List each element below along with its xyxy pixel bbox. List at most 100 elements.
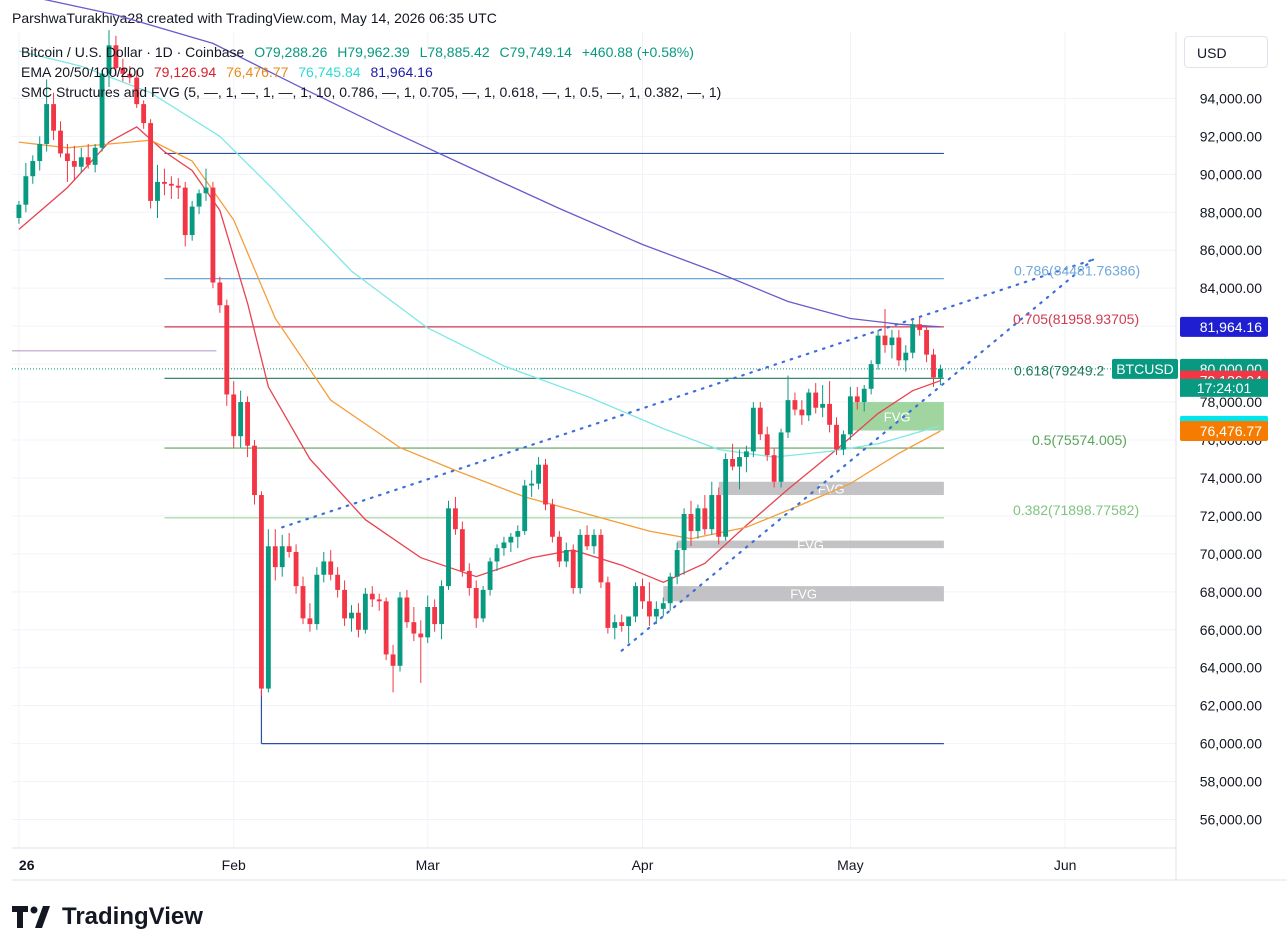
- candle-body: [543, 464, 548, 505]
- symbol-tag-bg: [1112, 358, 1178, 379]
- candle-body: [383, 601, 389, 655]
- candle-body: [376, 599, 382, 602]
- candle-body: [238, 402, 244, 437]
- candle-body: [439, 586, 444, 625]
- candle-body: [792, 400, 798, 410]
- ema-row[interactable]: EMA 20/50/100/200 79,126.94 76,476.77 76…: [21, 62, 727, 82]
- candle-body: [30, 161, 36, 177]
- candle-body: [875, 335, 881, 365]
- candle-body: [148, 123, 153, 201]
- candle-body: [390, 654, 396, 666]
- currency-button[interactable]: USD: [1184, 36, 1268, 68]
- ohlc-close: C79,749.14: [499, 44, 572, 60]
- candle-body: [896, 337, 902, 361]
- candle-body: [584, 534, 590, 547]
- candle-body: [473, 588, 479, 619]
- candle-body: [397, 597, 403, 666]
- trendline: [620, 258, 1094, 652]
- candle-body: [418, 633, 424, 638]
- candle-body: [16, 204, 22, 218]
- x-tick-label: Jun: [1054, 857, 1077, 873]
- x-axis: 26 Feb Mar Apr May Jun: [19, 857, 1077, 873]
- candle-body: [702, 508, 708, 530]
- candle-body: [265, 546, 271, 689]
- candle-body: [612, 622, 618, 628]
- candle-body: [667, 576, 673, 604]
- candle-body: [51, 104, 56, 131]
- candle-body: [917, 324, 923, 330]
- candle-body: [300, 586, 306, 619]
- countdown-tag-label: 17:24:01: [1197, 380, 1252, 396]
- ema200-value: 81,964.16: [370, 64, 433, 80]
- candle-body: [841, 434, 846, 450]
- candle-body: [854, 396, 860, 403]
- candle-body: [861, 388, 867, 403]
- fvg-zone: [677, 540, 944, 549]
- candle-body: [556, 536, 562, 562]
- candle-body: [640, 586, 645, 602]
- y-tick-label: 86,000.00: [1200, 242, 1262, 258]
- trendlines: [281, 258, 1094, 652]
- candle-body: [155, 181, 160, 201]
- fib-labels: 0.786(84481.76386) 0.705(81958.93705) 0.61…: [1013, 263, 1140, 518]
- candle-body: [563, 550, 569, 562]
- smc-label: SMC Structures and FVG (5, —, 1, —, 1, —…: [21, 84, 722, 100]
- candle-body: [806, 392, 812, 416]
- candle-body: [210, 187, 216, 283]
- smc-row[interactable]: SMC Structures and FVG (5, —, 1, —, 1, —…: [21, 82, 727, 102]
- candle-body: [321, 561, 327, 575]
- fvg-zones: FVG FVG FVG FVG: [663, 402, 944, 602]
- price-tag-bg: [1180, 420, 1268, 441]
- y-tick-label: 64,000.00: [1200, 660, 1262, 676]
- candle-body: [203, 187, 209, 194]
- candle-body: [106, 45, 112, 74]
- candle-body: [245, 402, 250, 446]
- candle-body: [65, 153, 70, 162]
- fvg-label: FVG: [797, 537, 824, 552]
- y-tick-label: 74,000.00: [1200, 470, 1262, 486]
- fvg-zone: [850, 402, 944, 431]
- ohlc-low: L78,885.42: [419, 44, 490, 60]
- candle-body: [709, 495, 715, 530]
- candle-body: [356, 612, 361, 630]
- y-tick-label: 60,000.00: [1200, 736, 1262, 752]
- y-tick-label: 56,000.00: [1200, 812, 1262, 828]
- ema-line: [18, 50, 941, 458]
- candle-body: [570, 550, 576, 589]
- candle-body: [113, 45, 119, 69]
- candle-body: [619, 622, 625, 626]
- candle-body: [515, 531, 521, 537]
- candle-body: [903, 352, 909, 361]
- tradingview-logo: TradingView: [12, 903, 203, 931]
- ohlc-open: O79,288.26: [254, 44, 328, 60]
- candle-body: [522, 485, 528, 532]
- candle-body: [127, 73, 133, 78]
- candle-body: [44, 104, 50, 144]
- price-tag-bg: [1180, 316, 1268, 337]
- candle-body: [217, 282, 223, 306]
- candle-body: [92, 147, 98, 165]
- fib-label: 0.618(79249.2: [1014, 362, 1105, 378]
- symbol-title: Bitcoin / U.S. Dollar · 1D · Coinbase: [21, 44, 245, 60]
- candle-body: [466, 570, 472, 589]
- x-tick-label: May: [837, 857, 863, 873]
- candle-body: [425, 606, 431, 638]
- fib-label: 0.5(75574.005): [1032, 432, 1127, 448]
- y-tick-label: 88,000.00: [1200, 204, 1262, 220]
- candle-body: [536, 464, 541, 484]
- candle-body: [175, 185, 181, 188]
- candle-body: [778, 432, 784, 482]
- symbol-row[interactable]: Bitcoin / U.S. Dollar · 1D · Coinbase O7…: [21, 42, 727, 62]
- candle-body: [252, 445, 257, 496]
- candles: [16, 30, 943, 697]
- candle-body: [508, 536, 514, 543]
- candle-body: [785, 400, 791, 433]
- candle-body: [23, 176, 29, 205]
- candle-body: [99, 73, 105, 148]
- candle-body: [605, 582, 611, 628]
- y-tick-label: 68,000.00: [1200, 584, 1262, 600]
- candle-body: [868, 364, 874, 389]
- candle-body: [446, 508, 451, 587]
- y-axis: 56,000.00 58,000.00 60,000.00 62,000.00 64,0…: [1200, 90, 1262, 827]
